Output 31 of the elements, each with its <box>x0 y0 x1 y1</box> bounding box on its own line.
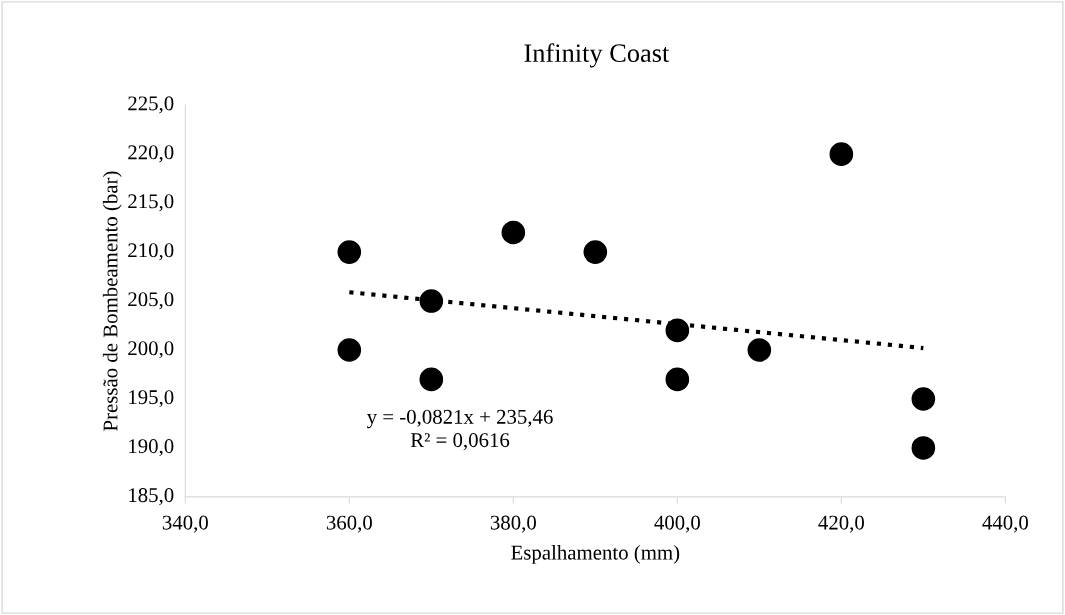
y-tick-label: 195,0 <box>129 390 174 408</box>
point <box>665 367 690 392</box>
point <box>911 436 936 460</box>
annotation: y = -0,0821x + 235,46 R² = 0,0616 <box>366 409 553 451</box>
y-tick-label: 215,0 <box>128 194 174 212</box>
point <box>747 338 772 362</box>
y-tick-label: 190,0 <box>129 439 174 457</box>
x-tick-label: 420,0 <box>818 515 864 533</box>
y-tick-label: 225,0 <box>128 96 174 114</box>
x-axis-title: Espalhamento (mm) <box>511 544 680 564</box>
point <box>419 289 444 313</box>
x-tick-label: 440,0 <box>982 515 1028 533</box>
point <box>911 387 936 411</box>
chart-title: Infinity Coast <box>524 43 670 68</box>
point <box>501 220 526 245</box>
x-tick-label: 360,0 <box>326 515 372 533</box>
x-tick-label: 340,0 <box>162 515 208 533</box>
point <box>419 367 444 392</box>
y-tick-label: 205,0 <box>128 292 174 310</box>
point <box>337 338 362 362</box>
point <box>829 142 854 166</box>
point <box>337 240 362 264</box>
y-tick-label: 200,0 <box>128 341 174 359</box>
x-tick-label: 380,0 <box>490 515 536 533</box>
point <box>583 240 608 264</box>
y-tick-label: 185,0 <box>129 488 174 506</box>
x-tick-label: 400,0 <box>654 515 700 533</box>
y-tick-label: 210,0 <box>128 243 174 261</box>
point <box>665 318 690 343</box>
y-axis-title: Pressão de Bombeamento (bar) <box>102 171 122 431</box>
y-tick-label: 220,0 <box>128 145 174 163</box>
